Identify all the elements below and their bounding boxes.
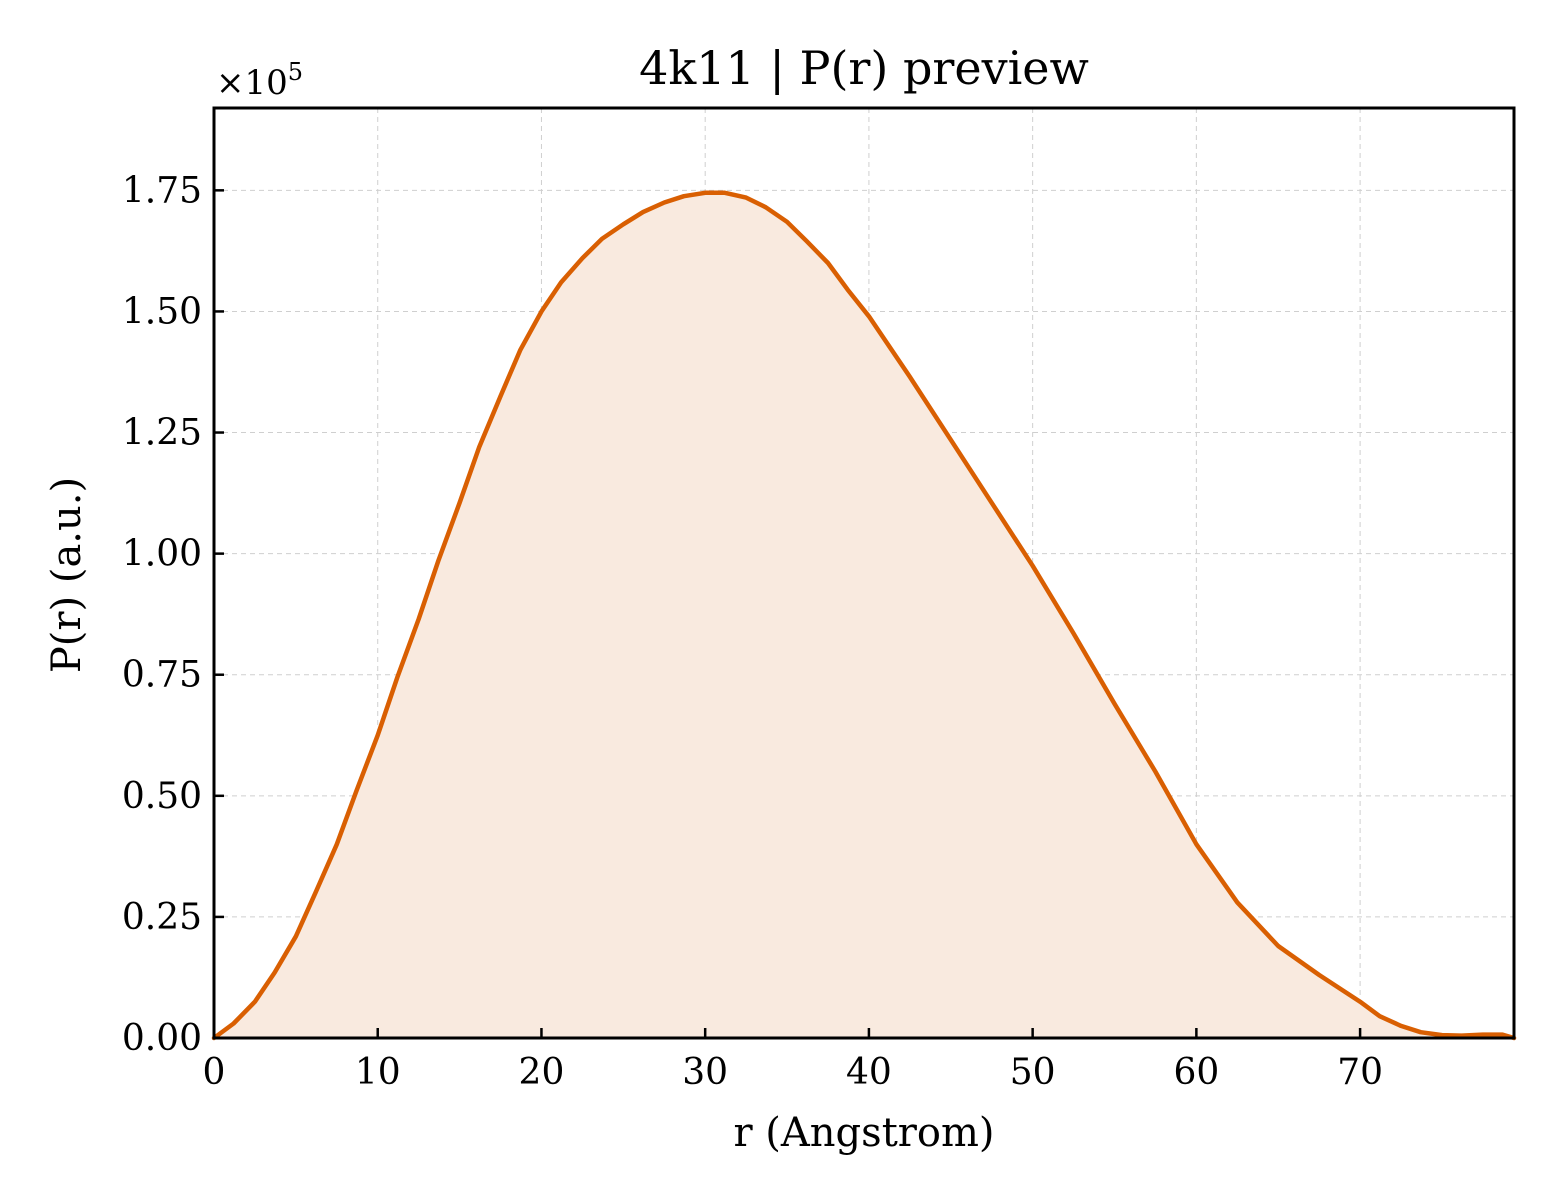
y-axis-label: P(r) (a.u.) bbox=[44, 477, 90, 673]
x-tick-label: 10 bbox=[355, 1052, 401, 1093]
x-tick-label: 40 bbox=[846, 1052, 892, 1093]
y-tick-label: 1.75 bbox=[122, 170, 202, 211]
tick-labels: 0 10 20 30 40 50 60 70 0.00 0.25 0.50 0.75 1.00 1.25 1… bbox=[122, 170, 1383, 1093]
x-axis-label: r (Angstrom) bbox=[733, 1110, 994, 1156]
x-tick-label: 70 bbox=[1337, 1052, 1383, 1093]
x-tick-label: 0 bbox=[203, 1052, 226, 1093]
chart-title: 4k11 | P(r) preview bbox=[639, 41, 1089, 95]
y-tick-label: 1.25 bbox=[122, 413, 202, 454]
x-tick-label: 20 bbox=[519, 1052, 565, 1093]
y-tick-label: 1.50 bbox=[122, 291, 202, 332]
axis-ticks bbox=[212, 189, 1362, 1040]
y-tick-label: 0.00 bbox=[122, 1018, 202, 1059]
y-tick-label: 0.75 bbox=[122, 655, 202, 696]
y-offset-exponent: 5 bbox=[288, 58, 303, 86]
pr-curve bbox=[211, 190, 1517, 1041]
y-tick-label: 1.00 bbox=[122, 534, 202, 575]
x-tick-label: 30 bbox=[682, 1052, 728, 1093]
y-offset-base: ×10 bbox=[216, 63, 288, 103]
y-tick-label: 0.25 bbox=[122, 897, 202, 938]
plot-frame bbox=[212, 106, 1516, 1040]
x-tick-label: 60 bbox=[1173, 1052, 1219, 1093]
pr-area-fill bbox=[214, 192, 1514, 1039]
y-tick-label: 0.50 bbox=[122, 776, 202, 817]
x-tick-label: 50 bbox=[1010, 1052, 1056, 1093]
y-offset-label: ×105 bbox=[216, 58, 303, 103]
